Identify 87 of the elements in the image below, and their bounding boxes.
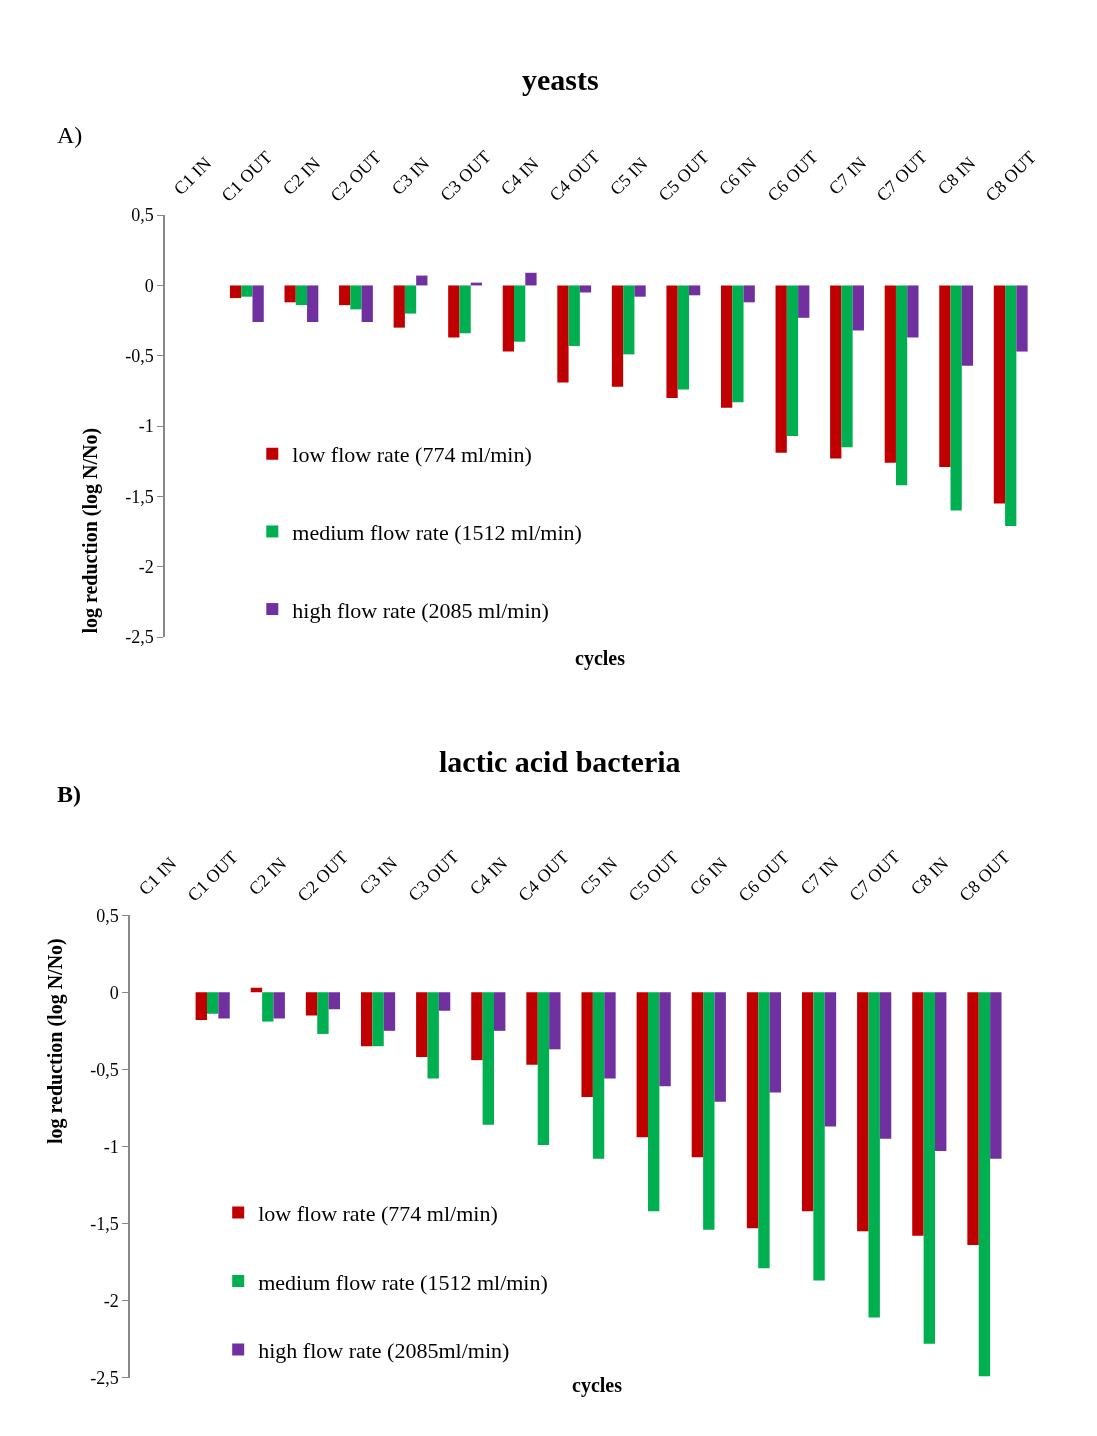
y-tick-label: -2 xyxy=(103,1290,119,1311)
x-tick-label: C6 IN xyxy=(714,153,761,200)
bar xyxy=(993,285,1006,504)
bar xyxy=(623,285,635,355)
x-tick-label: C5 IN xyxy=(605,153,652,200)
x-tick-label: C4 IN xyxy=(496,153,543,199)
bar xyxy=(666,285,678,398)
bar xyxy=(350,285,362,310)
bar xyxy=(579,285,592,293)
legend-label: low flow rate (774 ml/min) xyxy=(258,1200,498,1226)
bar xyxy=(950,285,962,511)
bar xyxy=(459,285,471,334)
x-tick-label: C8 IN xyxy=(933,153,980,199)
bar xyxy=(514,285,526,342)
x-axis-title: cycles xyxy=(572,1374,623,1397)
y-axis-title: log reduction (log N/No) xyxy=(44,938,68,1144)
bar xyxy=(307,285,319,323)
bar xyxy=(841,285,853,448)
y-tick-label: -2,5 xyxy=(90,1367,119,1388)
bar xyxy=(525,272,537,286)
x-tick-label: C1 IN xyxy=(169,153,216,199)
y-tick-label: -1,5 xyxy=(90,1213,119,1234)
bar xyxy=(798,285,810,318)
y-tick-label: 0 xyxy=(144,275,154,296)
text: A) xyxy=(57,122,83,148)
x-tick-label: C8 IN xyxy=(906,853,953,899)
bar xyxy=(830,285,842,459)
y-tick-label: 0,5 xyxy=(96,905,119,926)
x-axis-title: cycles xyxy=(575,647,626,670)
x-tick-label: C7 IN xyxy=(796,852,843,899)
x-tick-label: C2 IN xyxy=(278,153,325,199)
y-tick-label: 0,5 xyxy=(131,205,154,226)
bar xyxy=(786,285,799,436)
bar xyxy=(557,285,569,383)
bar xyxy=(404,285,417,314)
y-tick-label: -1,5 xyxy=(125,486,154,507)
x-tick-label: C6 IN xyxy=(685,853,732,900)
x-tick-label: C5 IN xyxy=(575,853,622,899)
bar xyxy=(720,285,733,408)
x-tick-label: C3 IN xyxy=(387,153,434,199)
bar xyxy=(393,285,405,328)
bar xyxy=(895,285,908,486)
chart-title: lactic acid bacteria xyxy=(439,745,681,778)
bar xyxy=(677,285,689,390)
y-tick-label: -0,5 xyxy=(90,1059,119,1080)
x-tick-label: C4 IN xyxy=(465,853,512,899)
bar xyxy=(884,285,896,463)
bar xyxy=(448,285,460,338)
text: B) xyxy=(57,781,81,807)
bar xyxy=(611,285,624,387)
bar xyxy=(732,285,744,403)
y-tick-label: 0 xyxy=(109,982,119,1003)
y-tick-label: -2 xyxy=(138,557,154,578)
legend-label: high flow rate (2085 ml/min) xyxy=(292,597,549,623)
bar xyxy=(775,285,787,453)
y-tick-label: -2,5 xyxy=(125,627,154,648)
legend-label: high flow rate (2085ml/min) xyxy=(258,1338,510,1364)
bar xyxy=(252,285,264,323)
x-tick-label: C1 IN xyxy=(134,853,181,899)
bar xyxy=(852,285,864,331)
bar xyxy=(361,285,373,323)
bar xyxy=(743,285,755,303)
bar xyxy=(229,285,242,299)
bar xyxy=(634,285,646,297)
bar xyxy=(568,285,580,346)
y-tick-label: -1 xyxy=(138,416,154,437)
legend-label: medium flow rate (1512 ml/min) xyxy=(258,1269,548,1295)
bar xyxy=(241,285,253,297)
bar xyxy=(961,285,974,366)
y-tick-label: -1 xyxy=(103,1136,119,1157)
bar xyxy=(295,285,308,306)
bar xyxy=(502,285,515,352)
bar xyxy=(1005,285,1017,526)
bar xyxy=(688,285,701,296)
y-tick-label: -0,5 xyxy=(125,346,154,367)
legend-label: medium flow rate (1512 ml/min) xyxy=(292,520,582,546)
bar xyxy=(284,285,296,303)
x-tick-label: C2 IN xyxy=(244,853,291,900)
x-tick-label: C7 IN xyxy=(824,152,871,199)
bar xyxy=(1016,285,1028,352)
y-axis-title: log reduction (log N/No) xyxy=(79,427,103,634)
x-tick-label: C3 IN xyxy=(355,852,402,899)
bar xyxy=(339,285,351,306)
bar xyxy=(907,285,919,338)
legend-label: low flow rate (774 ml/min) xyxy=(292,442,532,468)
bar xyxy=(939,285,951,467)
chart-title: yeasts xyxy=(522,63,599,96)
